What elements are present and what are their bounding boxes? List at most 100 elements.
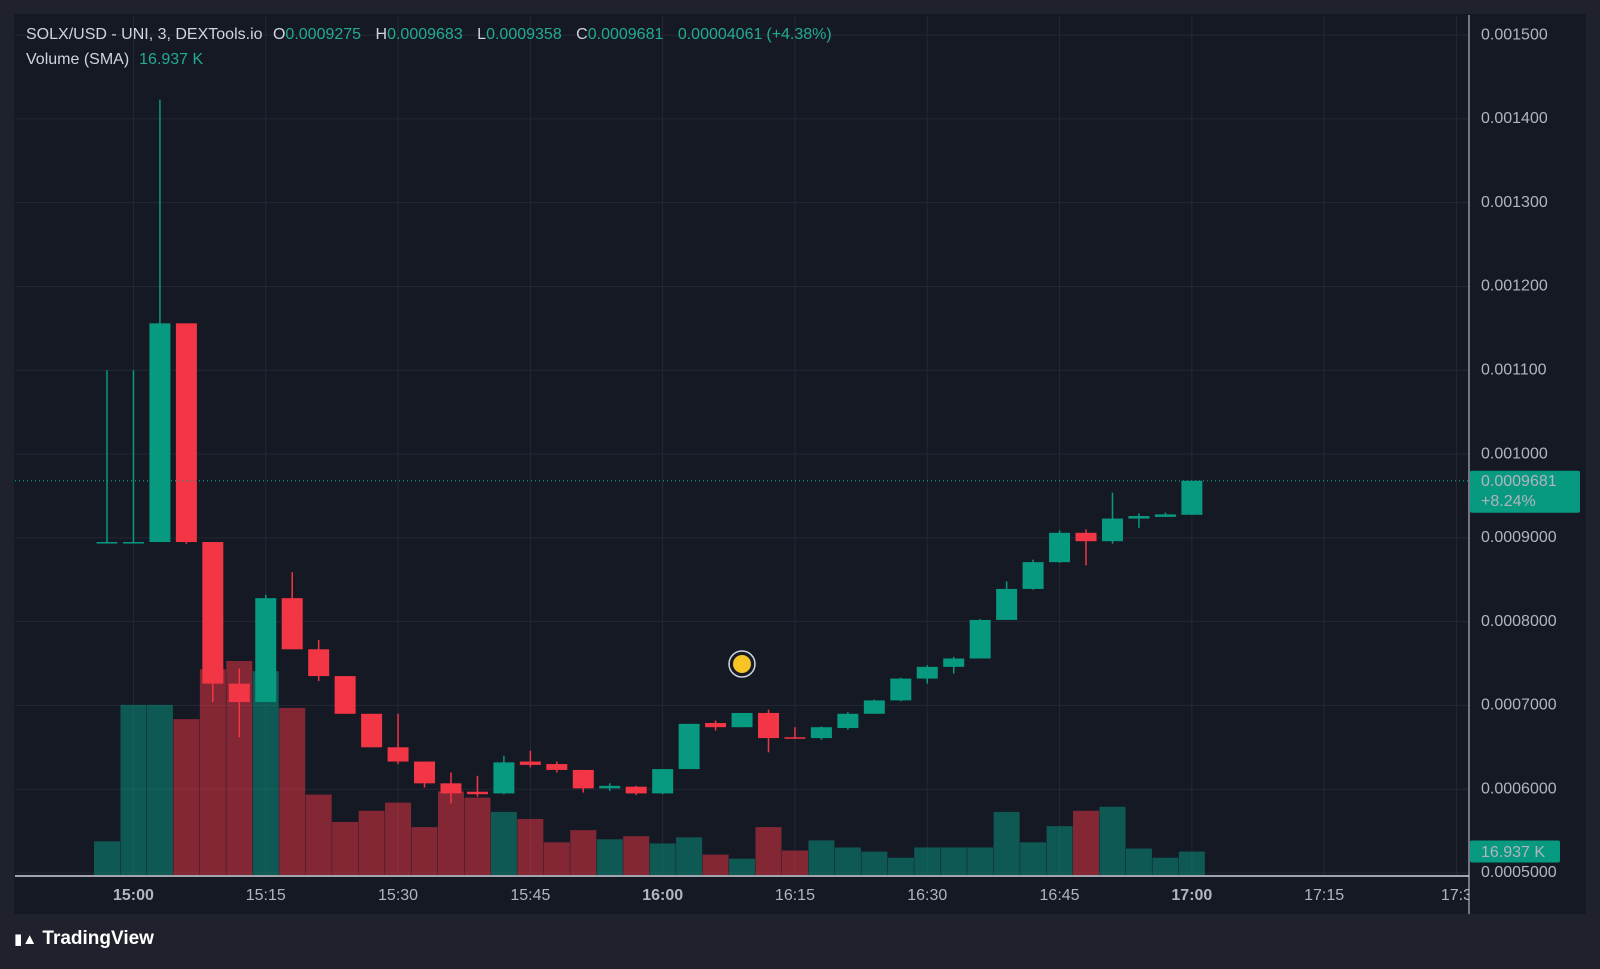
candle-body [466, 791, 488, 795]
legend-value: 0.0009683 [387, 26, 463, 43]
candle-body [440, 783, 462, 794]
volume-value-box [1470, 840, 1560, 863]
volume-bar [1178, 851, 1205, 875]
brand: TradingView [42, 928, 154, 949]
candle-body [361, 713, 383, 748]
y-axis: 0.001500 0.001400 0.001300 0.001200 0.001100… [1481, 26, 1557, 881]
y-tick-label: 0.0008000 [1481, 613, 1557, 630]
candle-body [1181, 480, 1203, 515]
y-tick-label: 0.001100 [1481, 361, 1547, 378]
volume-bar [517, 818, 544, 875]
candle-body [996, 588, 1018, 620]
x-axis: 15:00 15:15 15:30 15:45 16:00 16:15 16:30 16:45… [113, 887, 1472, 904]
x-tick-label: 16:00 [642, 887, 683, 904]
candle-body [916, 666, 938, 679]
volume-bar [173, 719, 200, 875]
legend-value: 0.0009358 [486, 26, 562, 43]
volume-value-label: 16.937 K [1481, 844, 1545, 861]
legend-value: 0.0009681 [587, 26, 664, 43]
legend-change: 0.00004061 [677, 26, 763, 43]
volume-bar [834, 847, 861, 875]
volume-bar [702, 854, 729, 875]
candle-body [758, 712, 779, 739]
candle-body [705, 723, 727, 728]
volume-bar [781, 850, 808, 875]
volume-bar [437, 791, 464, 875]
y-tick-label: 0.001400 [1481, 110, 1548, 127]
logo[interactable]: ▮▲ TradingView [14, 928, 154, 949]
volume-bar [1073, 810, 1100, 875]
volume-pane [94, 661, 1205, 875]
price-labels: 0.0009681 +8.24% 16.937 K [15, 470, 1580, 863]
x-tick-label: 17:3 [1441, 887, 1472, 904]
candle-body [308, 649, 330, 677]
x-tick-label: 17:15 [1304, 887, 1344, 904]
candle-body [678, 723, 700, 770]
volume-bar [1125, 848, 1152, 875]
y-tick-label: 0.0006000 [1481, 780, 1557, 797]
volume-bar [993, 811, 1020, 875]
x-tick-label: 15:15 [246, 887, 286, 904]
candle-body [1128, 516, 1150, 519]
x-tick-label: 15:45 [510, 887, 550, 904]
candle-body [810, 727, 832, 739]
candle-body [625, 786, 647, 794]
legend-key: H [375, 26, 388, 43]
candle-body [1022, 562, 1044, 589]
candle-body [281, 598, 303, 650]
candle-pane [96, 99, 1203, 804]
legend-value: 0.0009275 [285, 26, 362, 43]
volume-bar [199, 669, 226, 875]
candle-body [652, 769, 674, 794]
candle-body [202, 542, 224, 684]
volume-bar [279, 707, 306, 875]
y-tick-label: 0.001300 [1481, 194, 1548, 211]
candle-body [546, 764, 568, 770]
candle-body [493, 762, 515, 794]
y-tick-label: 0.001200 [1481, 278, 1548, 295]
candle-body [255, 598, 277, 703]
volume-bar [252, 671, 279, 875]
volume-bar [146, 704, 173, 875]
volume-bar [490, 811, 517, 875]
candle-body [414, 761, 436, 784]
y-tick-label: 0.001500 [1481, 26, 1548, 43]
candle-body [572, 769, 594, 789]
x-tick-label: 17:00 [1171, 887, 1212, 904]
candle-body [1154, 514, 1176, 517]
candle-body [890, 678, 912, 701]
volume-bar [729, 858, 756, 875]
candle-body [96, 542, 118, 544]
volume-bar [755, 827, 782, 875]
volume-bar [385, 802, 412, 875]
volume-bar [967, 847, 994, 875]
candle-body [969, 619, 991, 659]
candle-body [519, 761, 541, 765]
volume-bar [94, 841, 120, 875]
x-tick-label: 16:30 [907, 887, 947, 904]
volume-bar [861, 851, 888, 875]
candle-body [943, 658, 965, 667]
candle-body [334, 676, 356, 714]
event-icon-fill [733, 655, 751, 673]
candle-body [122, 542, 144, 544]
legend-key: O [272, 26, 286, 43]
x-tick-label: 16:15 [775, 887, 815, 904]
volume-bar [623, 836, 650, 875]
candle-body [784, 737, 806, 739]
volume-bar [676, 837, 703, 875]
legend-key: C [576, 26, 588, 43]
volume-bar [940, 847, 967, 875]
candle-body [175, 323, 197, 543]
candle-body [1049, 532, 1071, 563]
last-change-label: +8.24% [1481, 493, 1536, 510]
candle-body [387, 747, 409, 762]
volume-bar [358, 810, 385, 875]
volume-bar [1099, 806, 1126, 875]
volume-title: Volume (SMA) [26, 51, 130, 68]
legend-row: SOLX/USD - UNI, 3, DEXTools.io O0.000927… [26, 26, 842, 44]
volume-bar [1152, 857, 1179, 875]
last-price-label: 0.0009681 [1481, 473, 1557, 490]
y-tick-label: 0.0007000 [1481, 697, 1557, 714]
